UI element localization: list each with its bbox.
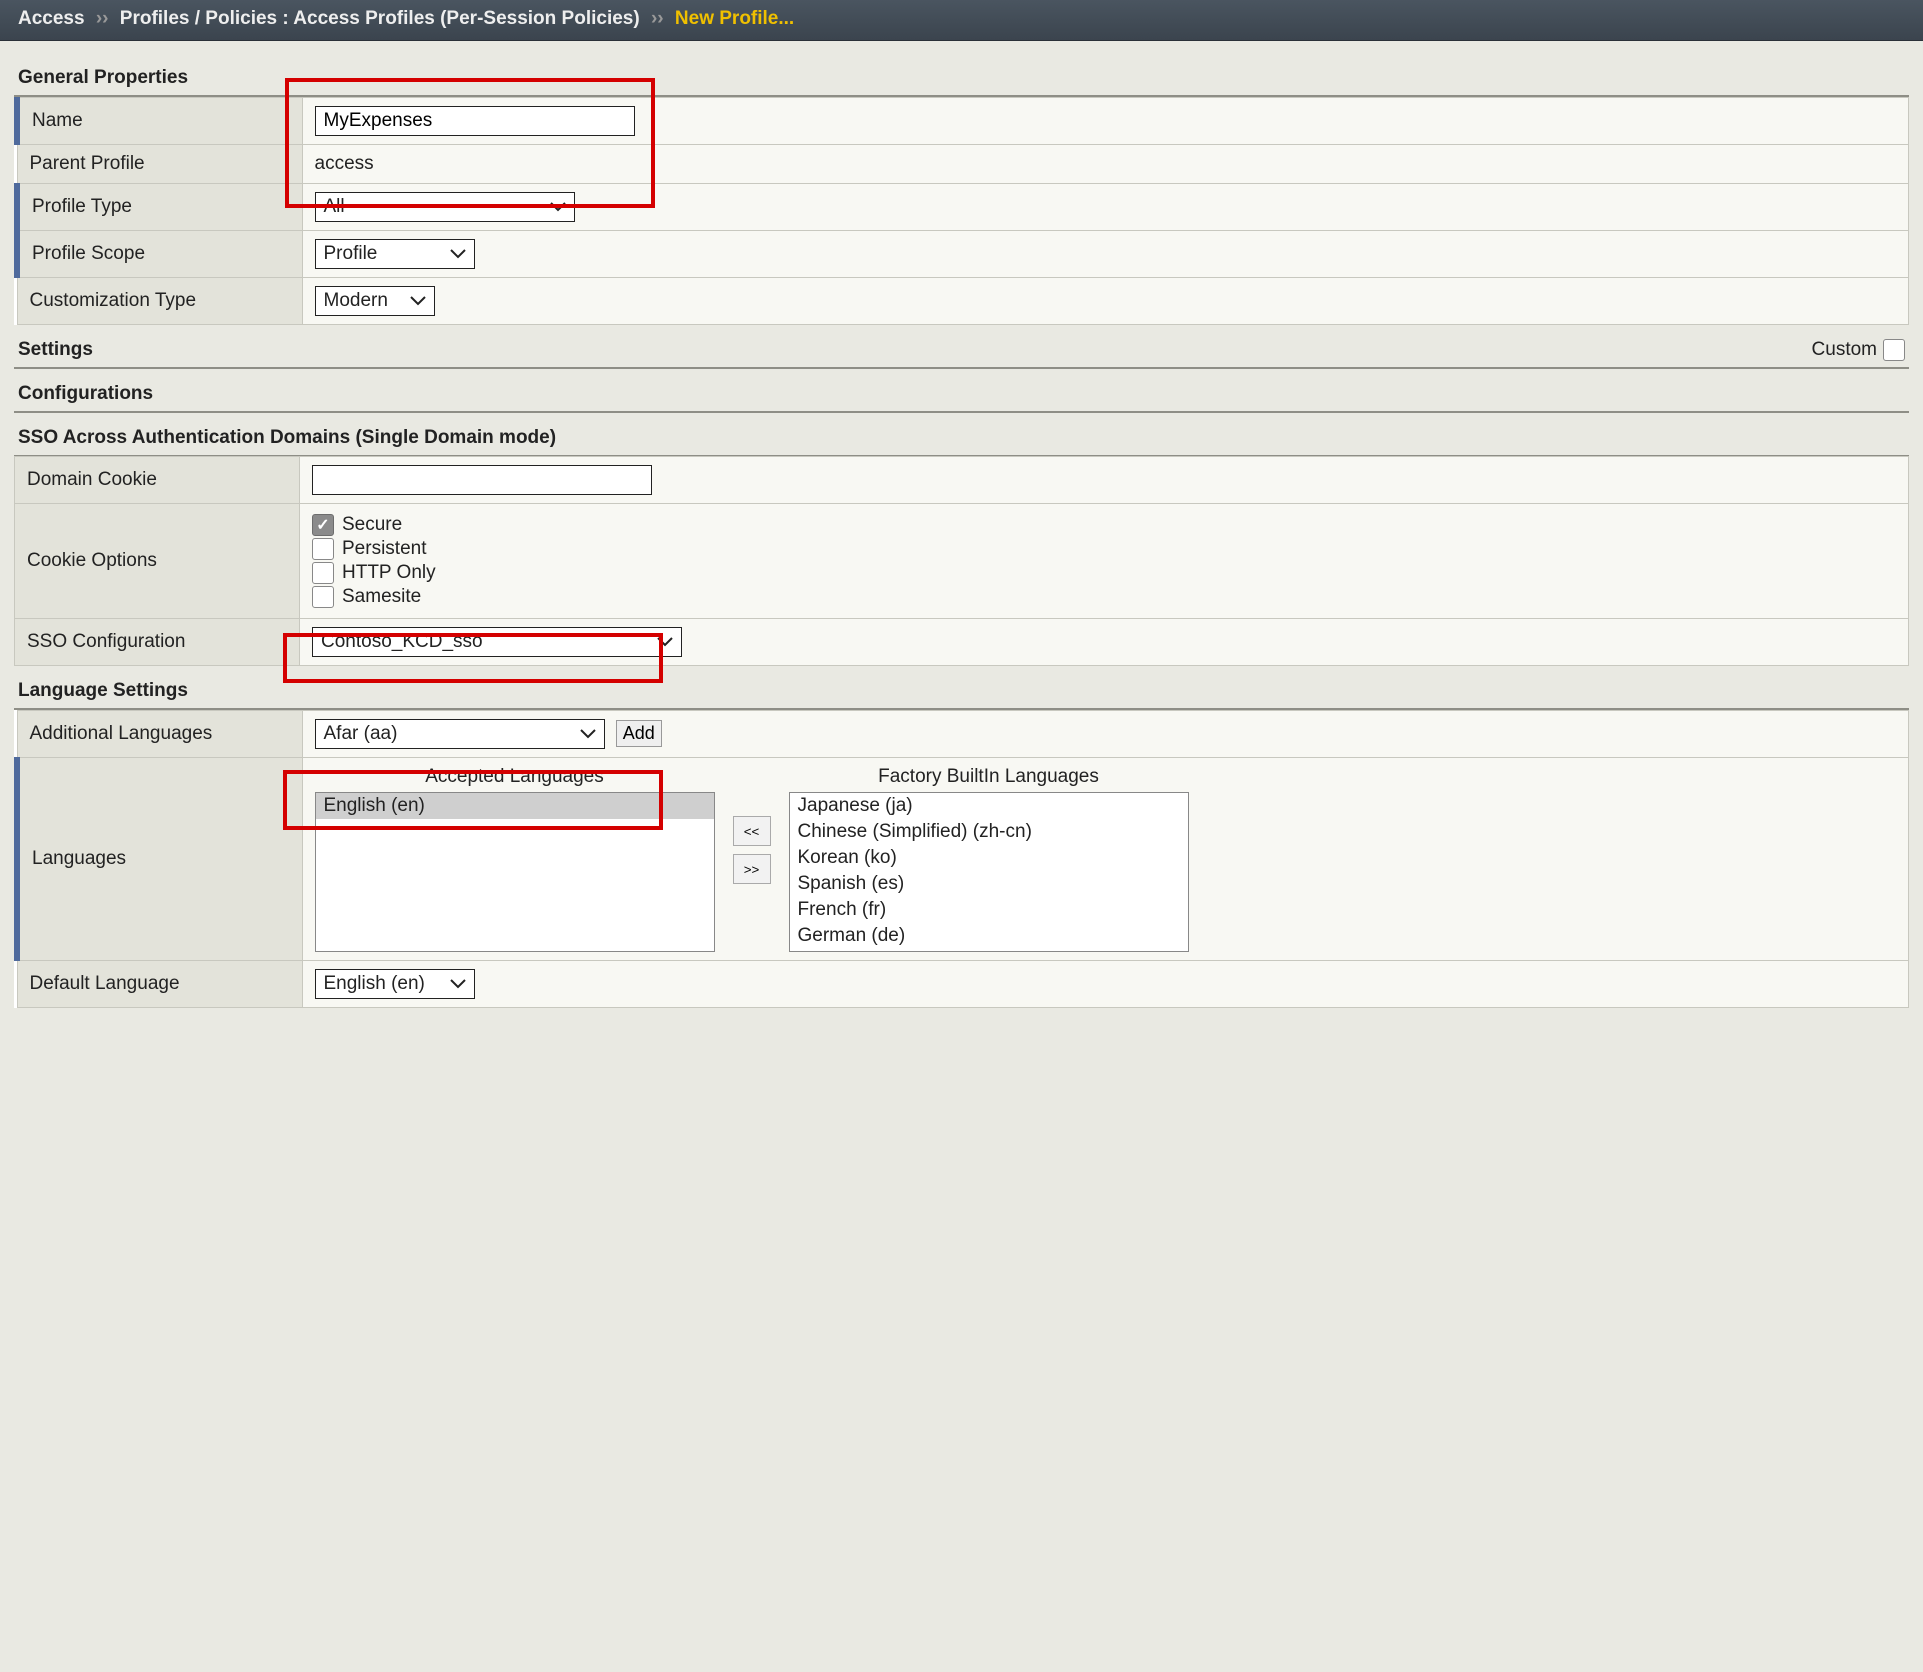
chevron-down-icon — [450, 973, 466, 995]
label-profile-scope: Profile Scope — [17, 231, 302, 278]
profile-scope-select[interactable]: Profile — [315, 239, 475, 269]
customization-type-select[interactable]: Modern — [315, 286, 435, 316]
section-title-sso-domains: SSO Across Authentication Domains (Singl… — [14, 413, 1909, 456]
label-default-language: Default Language — [17, 961, 302, 1008]
breadcrumb-root[interactable]: Access — [18, 8, 85, 29]
custom-label: Custom — [1812, 339, 1877, 361]
breadcrumb-mid[interactable]: Profiles / Policies : Access Profiles (P… — [120, 8, 640, 29]
cookie-option-checkbox[interactable] — [312, 514, 334, 536]
breadcrumb: Access ›› Profiles / Policies : Access P… — [0, 0, 1923, 41]
cookie-option-checkbox[interactable] — [312, 538, 334, 560]
label-parent-profile: Parent Profile — [17, 145, 302, 184]
list-item[interactable]: Korean (ko) — [790, 845, 1188, 871]
list-item[interactable]: Japanese (ja) — [790, 793, 1188, 819]
accepted-languages-header: Accepted Languages — [315, 766, 715, 792]
domain-cookie-input[interactable] — [312, 465, 652, 495]
chevron-down-icon — [657, 631, 673, 653]
profile-type-value: All — [324, 196, 345, 218]
default-language-select[interactable]: English (en) — [315, 969, 475, 999]
languages-panel: Accepted Languages English (en) << >> Fa… — [315, 766, 1897, 952]
settings-title-text: Settings — [18, 339, 93, 361]
section-title-language: Language Settings — [14, 666, 1909, 710]
label-domain-cookie: Domain Cookie — [15, 457, 300, 504]
cookie-option-label: Samesite — [342, 586, 421, 608]
label-profile-type: Profile Type — [17, 184, 302, 231]
general-properties-table: Name Parent Profile access Profile Type … — [14, 97, 1909, 325]
breadcrumb-sep: ›› — [96, 8, 109, 29]
name-input[interactable] — [315, 106, 635, 136]
factory-languages-header: Factory BuiltIn Languages — [789, 766, 1189, 792]
move-left-button[interactable]: << — [733, 816, 771, 846]
cookie-option-checkbox[interactable] — [312, 562, 334, 584]
label-name: Name — [17, 98, 302, 145]
factory-languages-listbox[interactable]: Japanese (ja)Chinese (Simplified) (zh-cn… — [789, 792, 1189, 952]
chevron-down-icon — [550, 196, 566, 218]
label-additional-languages: Additional Languages — [17, 711, 302, 758]
cookie-option-label: Secure — [342, 514, 402, 536]
cookie-options-cell: SecurePersistentHTTP OnlySamesite — [300, 504, 1909, 619]
move-right-button[interactable]: >> — [733, 854, 771, 884]
profile-type-select[interactable]: All — [315, 192, 575, 222]
label-customization-type: Customization Type — [17, 278, 302, 325]
label-languages: Languages — [17, 758, 302, 961]
breadcrumb-sep: ›› — [651, 8, 664, 29]
sso-configuration-select[interactable]: Contoso_KCD_sso — [312, 627, 682, 657]
breadcrumb-current: New Profile... — [675, 8, 794, 29]
list-item[interactable]: English (en) — [316, 793, 714, 819]
sso-domains-table: Domain Cookie Cookie Options SecurePersi… — [14, 456, 1909, 666]
additional-languages-value: Afar (aa) — [324, 723, 398, 745]
chevron-down-icon — [580, 723, 596, 745]
list-item[interactable]: German (de) — [790, 923, 1188, 949]
additional-languages-select[interactable]: Afar (aa) — [315, 719, 605, 749]
language-settings-table: Additional Languages Afar (aa) Add Langu… — [14, 710, 1909, 1008]
section-title-general: General Properties — [14, 53, 1909, 97]
profile-scope-value: Profile — [324, 243, 378, 265]
chevron-down-icon — [410, 290, 426, 312]
cookie-option-label: HTTP Only — [342, 562, 436, 584]
customization-type-value: Modern — [324, 290, 388, 312]
list-item[interactable]: French (fr) — [790, 897, 1188, 923]
list-item[interactable]: Chinese (Simplified) (zh-cn) — [790, 819, 1188, 845]
label-cookie-options: Cookie Options — [15, 504, 300, 619]
section-title-configurations: Configurations — [14, 369, 1909, 413]
cookie-option-label: Persistent — [342, 538, 426, 560]
section-title-settings: Settings Custom — [14, 325, 1909, 369]
add-language-button[interactable]: Add — [616, 720, 662, 747]
cookie-option-checkbox[interactable] — [312, 586, 334, 608]
custom-checkbox[interactable] — [1883, 339, 1905, 361]
list-item[interactable]: Spanish (es) — [790, 871, 1188, 897]
label-sso-configuration: SSO Configuration — [15, 619, 300, 666]
default-language-value: English (en) — [324, 973, 425, 995]
value-parent-profile: access — [302, 145, 1909, 184]
accepted-languages-listbox[interactable]: English (en) — [315, 792, 715, 952]
sso-configuration-value: Contoso_KCD_sso — [321, 631, 483, 653]
chevron-down-icon — [450, 243, 466, 265]
